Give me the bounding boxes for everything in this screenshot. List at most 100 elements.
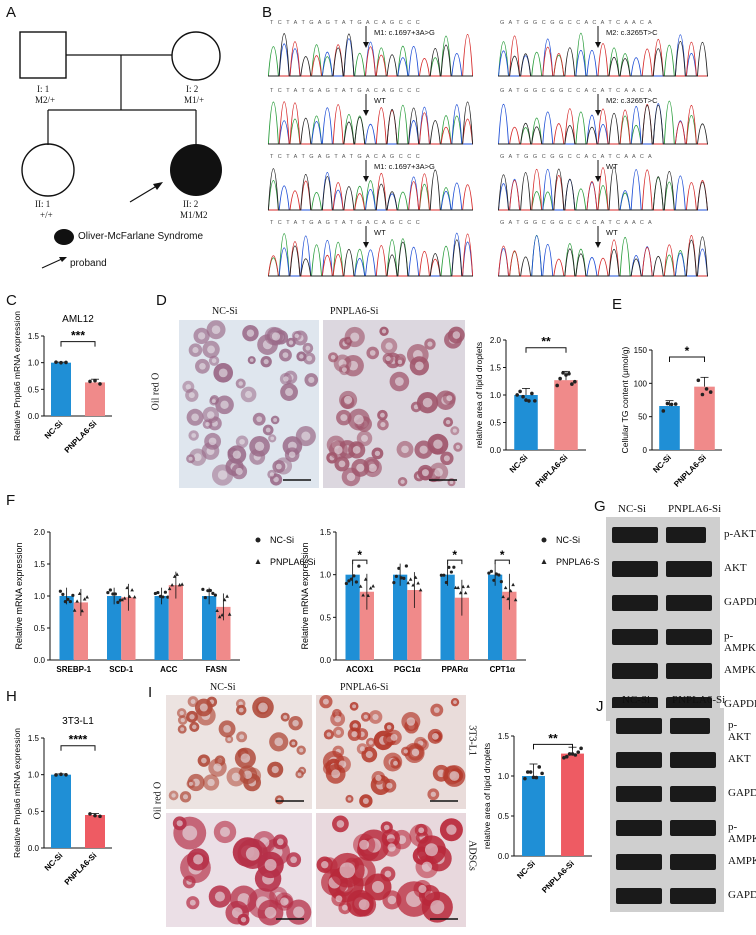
chromo-trace [268,232,474,277]
bar [554,380,578,450]
wb-band [666,561,712,577]
data-point [404,564,408,568]
data-point [501,594,505,599]
y-axis-label: Relative mRNA expression [300,542,310,649]
gene-label: FASN [206,665,228,674]
wb-band [666,663,712,679]
chromo-trace [268,239,473,277]
bar [154,596,169,660]
wb-band [666,595,712,611]
bar [345,574,360,660]
data-point [366,593,370,597]
legend-disease-label: Oliver-McFarlane Syndrome [78,231,204,242]
data-point [127,594,132,598]
legend-label-nc: NC-Si [270,535,294,545]
y-axis-label: Relative Pnpla6 mRNA expression [12,311,22,441]
chart-tg-content: 0 50 100 150 NC-Si PNPLA6-Si Cellular TG conte… [620,344,722,489]
data-point [561,371,565,375]
wb-col-nc: NC-Si [622,694,651,706]
panel-label-j: J [596,698,604,715]
data-point [167,586,172,591]
data-point [363,577,368,581]
data-point [700,392,705,397]
wb-band [612,527,658,543]
data-point [518,389,522,394]
chromo-trace [498,236,708,277]
chromo-trace [498,166,708,211]
bar [168,585,183,660]
category-label: PNPLA6-Si [63,851,99,887]
data-point [163,590,167,594]
d-img-label-si: PNPLA6-Si [330,306,379,317]
data-point [530,391,534,396]
c2-id: II: 2 [183,199,199,209]
data-point [494,572,498,576]
legend-label-si: PNPLA6-Si [270,557,316,567]
data-point [665,401,670,406]
y-axis-label: Relative Pnpla6 mRNA expression [12,728,22,858]
wb-col-si: PNPLA6-Si [668,503,722,515]
data-point [54,360,58,364]
data-point [411,583,415,587]
data-point [98,382,102,386]
bar [51,362,71,416]
data-point [108,588,112,592]
data-point [564,754,569,759]
data-point [93,378,97,383]
wb-row-label: p-AKT [724,528,756,540]
bar [121,597,136,660]
data-point [533,399,537,403]
data-point [227,612,232,616]
chart-title: 3T3-L1 [62,716,94,727]
chromo-sequence: T C T A T G A G T A T G A C A G C C C [270,154,421,160]
legend-marker-si [541,559,547,564]
chart-lipid-genes: 0.0 0.5 1.0 1.5 2.0 SREBP-1 SCD-1 ACC FASN Relati… [14,528,600,674]
y-tick-label: 150 [634,346,648,355]
oil-red-micrograph-3t3-adsc [166,695,466,927]
y-tick-label: 0.0 [28,844,40,853]
data-point [416,581,420,585]
y-tick-label: 1.0 [320,571,332,580]
sequencing-chromatograms: II: 2T C T A T G A G T A T G A C A G C C… [267,20,708,277]
data-point [371,584,375,588]
data-point [531,775,536,780]
wb-band [616,786,662,802]
data-point [66,597,70,601]
data-point [153,591,157,596]
bar [59,596,74,660]
chromo-sequence: G A T G G C G G C C A C A T C A A C A [500,154,653,160]
data-point [527,399,531,403]
data-point [669,402,674,407]
data-point [347,579,351,583]
wb-row-label: GAPDH [724,698,756,710]
data-point [358,584,363,588]
data-point [466,584,470,588]
data-point [708,390,713,394]
data-point [449,570,453,574]
y-tick-label: 1.5 [28,734,40,743]
data-point [59,772,63,777]
category-label: PNPLA6-Si [540,859,576,895]
chromo-sequence: T C T A T G A G T A T G A C A G C C C [270,220,421,226]
panel-label-e: E [612,296,623,313]
data-point [487,571,491,575]
data-point [562,755,566,760]
data-point [222,597,227,602]
data-point [511,582,515,587]
chromo-trace [268,101,474,145]
bar [393,574,408,660]
category-label: NC-Si [651,453,673,475]
data-point [489,569,493,573]
data-point [399,576,403,580]
data-point [58,589,62,593]
data-point [98,814,102,819]
chromo-trace [268,101,474,145]
chromo-trace [498,104,708,145]
data-point [524,398,528,402]
y-axis-label: relative area of lipid droplets [482,743,492,849]
data-point [71,593,75,597]
legend-affected-symbol [54,229,74,245]
data-point [508,588,513,593]
bar [107,596,122,660]
data-point [558,376,562,381]
